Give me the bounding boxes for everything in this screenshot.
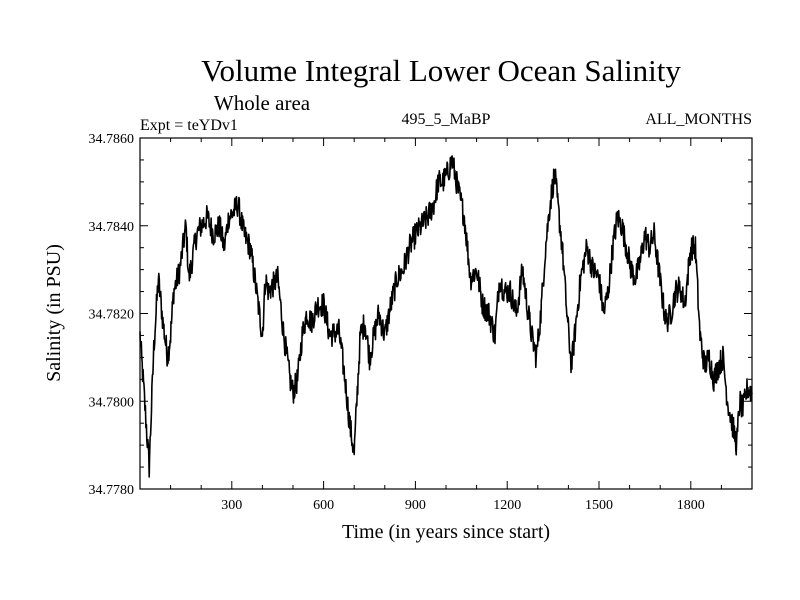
x-tick-label: 600 — [313, 498, 334, 513]
x-axis-ticks: 300 600 900 1200 1500 1800 — [170, 138, 722, 513]
x-axis-label: Time (in years since start) — [342, 521, 550, 543]
x-tick-label: 1200 — [493, 498, 521, 513]
salinity-series-line — [139, 155, 753, 478]
chart-subtitle: Whole area — [214, 91, 311, 115]
x-tick-label: 900 — [405, 498, 426, 513]
period-label: ALL_MONTHS — [645, 111, 752, 128]
experiment-label: Expt = teYDv1 — [140, 117, 238, 134]
x-tick-label: 1800 — [677, 498, 705, 513]
x-tick-label: 1500 — [585, 498, 613, 513]
run-label: 495_5_MaBP — [402, 111, 491, 128]
y-tick-label: 34.7860 — [89, 132, 135, 147]
plot-frame — [139, 137, 753, 490]
y-axis-label: Salinity (in PSU) — [43, 244, 65, 382]
y-axis-ticks: 34.7780 34.7800 34.7820 34.7840 34.7860 — [89, 132, 752, 498]
y-tick-label: 34.7840 — [89, 220, 135, 235]
chart-title: Volume Integral Lower Ocean Salinity — [201, 53, 681, 88]
y-tick-label: 34.7780 — [89, 483, 135, 498]
x-tick-label: 300 — [221, 498, 242, 513]
y-tick-label: 34.7800 — [89, 395, 135, 410]
y-tick-label: 34.7820 — [89, 308, 135, 323]
